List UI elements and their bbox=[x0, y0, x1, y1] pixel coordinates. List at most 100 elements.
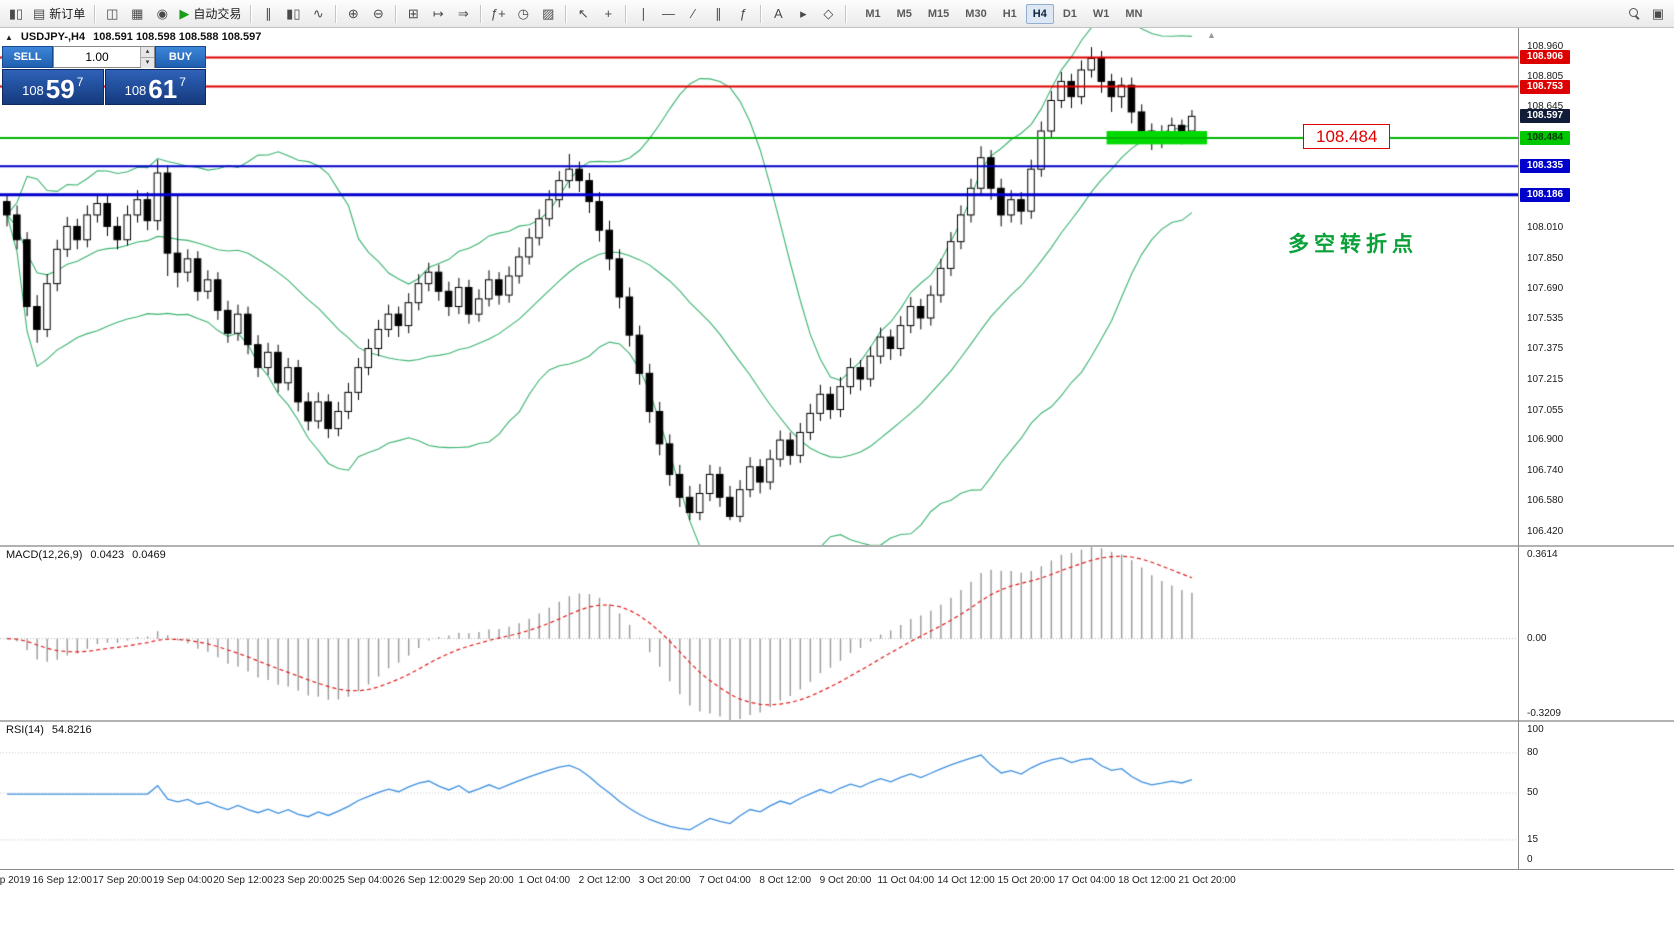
price-axis[interactable]: 108.960 108.805 108.645 108.010 107.850 107.6… bbox=[1519, 28, 1674, 869]
time-axis-label: 17 Sep 20:00 bbox=[92, 875, 153, 886]
price-axis-label: 107.375 bbox=[1527, 343, 1564, 355]
zoom-out-button[interactable]: ⊖ bbox=[366, 3, 390, 25]
grid-button[interactable]: ⊞ bbox=[401, 3, 425, 25]
time-axis-label: 19 Sep 04:00 bbox=[153, 875, 213, 886]
zoom-in-button[interactable]: ⊕ bbox=[341, 3, 365, 25]
macd-signal-value: 0.0469 bbox=[132, 549, 166, 561]
bar-chart-button[interactable]: ∥ bbox=[256, 3, 280, 25]
search-icon bbox=[1628, 7, 1641, 20]
timeframe-button-mn[interactable]: MN bbox=[1125, 7, 1143, 20]
line-chart-button[interactable]: ∿ bbox=[306, 3, 330, 25]
rsi-canvas[interactable] bbox=[0, 722, 1518, 868]
rsi-panel-label: RSI(14) 54.8216 bbox=[6, 724, 92, 736]
macd-name: MACD(12,26,9) bbox=[6, 549, 83, 561]
timeframe-button-m5[interactable]: M5 bbox=[896, 7, 912, 20]
crosshair-button[interactable]: + bbox=[596, 3, 620, 25]
rsi-axis-label: 15 bbox=[1527, 833, 1539, 845]
buy-price-handle: 108 bbox=[124, 83, 147, 98]
window-layout-button[interactable]: ▣ bbox=[1646, 3, 1670, 25]
periods-icon: ◷ bbox=[517, 6, 529, 21]
timeframe-button-w1[interactable]: W1 bbox=[1092, 7, 1110, 20]
charts-grid-button[interactable]: ◫ bbox=[100, 3, 124, 25]
auto-scroll-icon: ↦ bbox=[432, 6, 444, 21]
timeframe-button-h1[interactable]: H1 bbox=[1002, 7, 1017, 20]
auto-trading-button[interactable]: ▶ 自动交易 bbox=[175, 3, 245, 25]
rsi-axis-label: 80 bbox=[1527, 746, 1539, 758]
horizontal-line-button[interactable]: ― bbox=[656, 3, 680, 25]
price-badge: 108.335 bbox=[1520, 159, 1570, 174]
macd-canvas[interactable] bbox=[0, 547, 1518, 720]
grid-icon: ⊞ bbox=[407, 6, 419, 21]
trendline-icon: ∕ bbox=[692, 6, 695, 21]
buy-button[interactable]: BUY bbox=[155, 46, 206, 68]
time-axis-label: 2 Oct 12:00 bbox=[578, 875, 631, 886]
price-axis-label: 107.055 bbox=[1527, 404, 1564, 416]
profiles-button[interactable]: ▦ bbox=[125, 3, 149, 25]
time-axis-label: 26 Sep 12:00 bbox=[394, 875, 454, 886]
toolbar-separator bbox=[335, 4, 337, 23]
auto-scroll-button[interactable]: ↦ bbox=[426, 3, 450, 25]
toolbar-separator bbox=[625, 4, 627, 23]
bar-chart-icon: ∥ bbox=[265, 6, 272, 21]
toolbar-right: ▣ bbox=[1622, 3, 1670, 25]
symbol-period-label: USDJPY-,H4 bbox=[20, 31, 86, 43]
periods-button[interactable]: ◷ bbox=[511, 3, 535, 25]
app-chart-icon-icon: ▮▯ bbox=[8, 6, 24, 21]
panel-separator[interactable] bbox=[0, 720, 1674, 722]
volume-down-icon[interactable]: ▾ bbox=[141, 58, 154, 68]
one-click-panel-toggle-icon[interactable]: ▲ bbox=[5, 32, 13, 42]
price-axis-label: 106.420 bbox=[1527, 525, 1564, 537]
timeframe-button-d1[interactable]: D1 bbox=[1062, 7, 1077, 20]
new-order-button[interactable]: ▤ 新订单 bbox=[29, 3, 89, 25]
search-button[interactable] bbox=[1622, 3, 1646, 25]
main-chart-canvas[interactable] bbox=[0, 28, 1518, 545]
price-axis-label: 108.010 bbox=[1527, 222, 1564, 234]
trendline-button[interactable]: ∕ bbox=[681, 3, 705, 25]
indicators-button[interactable]: ƒ+ bbox=[486, 3, 510, 25]
timeframe-button-m15[interactable]: M15 bbox=[927, 7, 950, 20]
volume-input[interactable] bbox=[54, 47, 140, 67]
indicators-icon: ƒ+ bbox=[490, 6, 506, 21]
toolbar-separator bbox=[250, 4, 252, 23]
chart-shift-button[interactable]: ⇒ bbox=[451, 3, 475, 25]
buy-price-button[interactable]: 108 61 7 bbox=[104, 69, 206, 105]
timeframe-button-m1[interactable]: M1 bbox=[865, 7, 881, 20]
price-badge: 108.753 bbox=[1520, 79, 1570, 94]
timeframe-button-h4[interactable]: H4 bbox=[1025, 3, 1054, 24]
time-axis-label: 23 Sep 20:00 bbox=[273, 875, 334, 886]
arrow-object-button[interactable]: ▸ bbox=[791, 3, 815, 25]
shapes-icon: ◇ bbox=[823, 6, 834, 21]
time-axis-label: 29 Sep 20:00 bbox=[454, 875, 514, 886]
fibonacci-button[interactable]: ƒ bbox=[731, 3, 755, 25]
window-layout-icon: ▣ bbox=[1651, 6, 1665, 21]
sell-button[interactable]: SELL bbox=[2, 46, 53, 68]
volume-up-icon[interactable]: ▴ bbox=[141, 47, 154, 58]
panel-separator[interactable] bbox=[0, 545, 1674, 547]
cursor-button[interactable]: ↖ bbox=[571, 3, 595, 25]
new-order-icon: ▤ bbox=[33, 6, 46, 21]
channel-button[interactable]: ∥ bbox=[706, 3, 730, 25]
candlestick-chart-button[interactable]: ▮▯ bbox=[281, 3, 305, 25]
price-axis-label: 107.690 bbox=[1527, 283, 1564, 295]
line-chart-icon: ∿ bbox=[312, 6, 324, 21]
time-axis-label: 3 Oct 20:00 bbox=[638, 875, 691, 886]
sell-price-button[interactable]: 108 59 7 bbox=[2, 69, 104, 105]
text-button[interactable]: A bbox=[766, 3, 790, 25]
toolbar-separator bbox=[565, 4, 567, 23]
time-axis-label: 21 Oct 20:00 bbox=[1178, 875, 1236, 886]
app-chart-icon: ▮▯ bbox=[4, 3, 28, 25]
alerts-icon: ◉ bbox=[156, 6, 168, 21]
chart-header: ▲ USDJPY-,H4 108.591 108.598 108.588 108… bbox=[5, 31, 261, 43]
shapes-button[interactable]: ◇ bbox=[816, 3, 840, 25]
timeframe-button-m30[interactable]: M30 bbox=[965, 7, 987, 20]
text-icon: A bbox=[773, 6, 783, 21]
vertical-line-button[interactable]: ∣ bbox=[631, 3, 655, 25]
buy-price-pipette: 7 bbox=[179, 75, 186, 89]
new-order-button-label: 新订单 bbox=[49, 7, 86, 21]
scroll-anchor-icon[interactable]: ▲ bbox=[1207, 30, 1216, 40]
sell-price-pips: 59 bbox=[45, 74, 75, 104]
templates-button[interactable]: ▨ bbox=[536, 3, 560, 25]
macd-axis-label: -0.3209 bbox=[1527, 708, 1561, 719]
alerts-button[interactable]: ◉ bbox=[150, 3, 174, 25]
